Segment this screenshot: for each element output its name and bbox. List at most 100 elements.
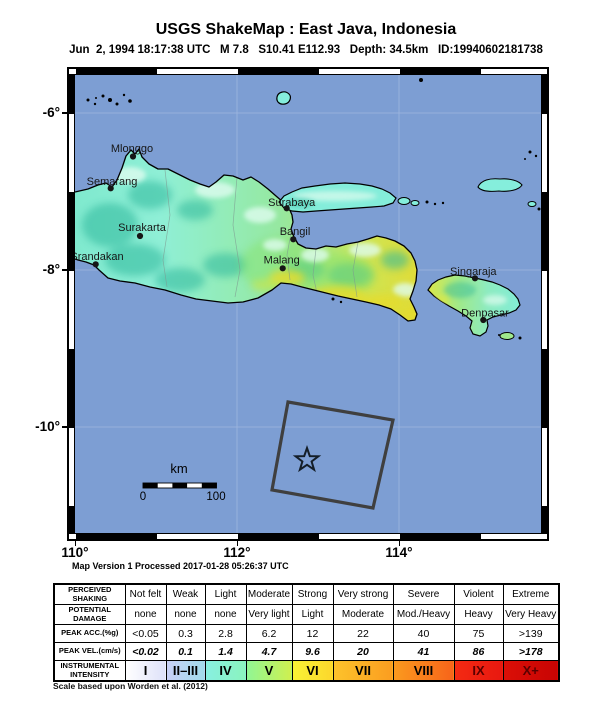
legend-cell: 22 (332, 624, 394, 643)
city-dot (283, 205, 290, 212)
city-label: Surakarta (118, 222, 167, 234)
city-dot (471, 275, 479, 282)
legend-cell: II–III (165, 660, 206, 682)
legend-cell: 86 (453, 642, 504, 661)
legend-cell: Moderate (245, 583, 293, 605)
city-label: Malang (264, 255, 300, 267)
city-label: Semarang (87, 176, 138, 188)
legend-cell: 6.2 (245, 624, 293, 643)
legend-cell: Moderate (332, 604, 394, 625)
legend-cell: Mod./Heavy (392, 604, 455, 625)
legend-cell: 20 (332, 642, 394, 661)
city-dot (92, 261, 99, 268)
legend-cell: Extreme (502, 583, 560, 605)
legend-cell: VII (332, 660, 394, 682)
shake-map: Mlonggo Semarang Surakarta Srandakan Sur… (75, 75, 541, 533)
legend-row: INSTRUMENTAL INTENSITY I II–III IV V VI VII VIII… (53, 660, 560, 682)
legend-row: PERCEIVED SHAKING Not felt Weak Light Moderat… (53, 583, 560, 605)
legend-cell: none (124, 604, 167, 625)
city-dot (136, 232, 144, 240)
scale-unit-label: km (170, 461, 187, 476)
legend-row: PEAK VEL.(cm/s) <0.02 0.1 1.4 4.7 9.6 20 41 86 >1… (53, 642, 560, 661)
axis-tick (74, 540, 76, 546)
legend-cell: >139 (502, 624, 560, 643)
cities: Mlonggo Semarang Surakarta Srandakan Sur… (75, 143, 509, 324)
y-axis-label: -10° (35, 419, 60, 434)
legend-cell: none (165, 604, 206, 625)
map-frame-right (541, 75, 548, 533)
axis-tick (236, 540, 238, 546)
city-dot (279, 265, 286, 272)
legend-cell: 40 (392, 624, 455, 643)
city-dot (107, 185, 114, 192)
map-inner-border (74, 74, 542, 534)
legend-cell: V (245, 660, 293, 682)
city-label: Mlonggo (111, 143, 153, 155)
x-axis-label: 114° (385, 545, 413, 560)
city-dot (129, 153, 137, 160)
legend-cell: Very Heavy (502, 604, 560, 625)
legend-cell: 12 (291, 624, 334, 643)
legend-cell: 9.6 (291, 642, 334, 661)
axis-tick (62, 112, 68, 114)
city-dot (290, 236, 297, 243)
city-label: Singaraja (450, 266, 497, 278)
small-islands (86, 78, 541, 340)
legend-row: POTENTIAL DAMAGE none none none Very light Lig… (53, 604, 560, 625)
legend-row-label: POTENTIAL DAMAGE (53, 604, 126, 625)
y-axis-label: -8° (42, 262, 60, 277)
legend-cell: 2.8 (204, 624, 247, 643)
legend-cell: none (204, 604, 247, 625)
scale-max-label: 100 (206, 491, 225, 503)
scale-min-label: 0 (140, 491, 146, 503)
event-info-line: Jun 2, 1994 18:17:38 UTC M 7.8 S10.41 E1… (69, 44, 543, 56)
legend-cell: Very strong (332, 583, 394, 605)
map-frame-bottom (68, 533, 548, 540)
legend-cell: VI (291, 660, 334, 682)
island-bawean (276, 91, 291, 105)
x-axis-label: 112° (223, 545, 251, 560)
island-kangean (477, 178, 523, 192)
city-label: Bangil (280, 226, 311, 238)
legend-cell: I (124, 660, 167, 682)
legend-cell: IV (204, 660, 247, 682)
legend-cell: 75 (453, 624, 504, 643)
map-outer-border (67, 67, 549, 541)
city-label: Denpasar (461, 308, 509, 320)
legend-cell: 1.4 (204, 642, 247, 661)
legend-cell: IX (453, 660, 504, 682)
admin-boundaries (162, 169, 359, 298)
legend-cell: X+ (502, 660, 560, 682)
legend-cell: VIII (392, 660, 455, 682)
legend-cell: >178 (502, 642, 560, 661)
legend-cell: Weak (165, 583, 206, 605)
axis-tick (62, 426, 68, 428)
fault-rectangle (270, 400, 395, 510)
legend-cell: <0.05 (124, 624, 167, 643)
legend-cell: 4.7 (245, 642, 293, 661)
legend-cell: Light (291, 604, 334, 625)
legend-cell: Light (204, 583, 247, 605)
legend-row-label: PEAK VEL.(cm/s) (53, 642, 126, 661)
scale-bar: km 0 100 (140, 461, 226, 503)
city-label: Srandakan (75, 251, 124, 263)
page-title: USGS ShakeMap : East Java, Indonesia (155, 21, 457, 38)
legend-cell: Violent (453, 583, 504, 605)
madura-shading (286, 191, 377, 208)
map-version-note: Map Version 1 Processed 2017-01-28 05:26… (72, 561, 289, 571)
epicenter-star-icon (292, 444, 322, 473)
axis-tick (398, 540, 400, 546)
legend-cell: Heavy (453, 604, 504, 625)
legend-row: PEAK ACC.(%g) <0.05 0.3 2.8 6.2 12 22 40 75 >139 (53, 624, 560, 643)
bali-shading (431, 282, 507, 305)
y-axis-label: -6° (42, 105, 60, 120)
legend-cell: Very light (245, 604, 293, 625)
x-axis-label: 110° (61, 545, 89, 560)
city-dot (480, 316, 487, 324)
city-label: Surabaya (268, 197, 316, 209)
legend-cell: Strong (291, 583, 334, 605)
legend-cell: Severe (392, 583, 455, 605)
axis-tick (62, 269, 68, 271)
legend-cell: Not felt (124, 583, 167, 605)
